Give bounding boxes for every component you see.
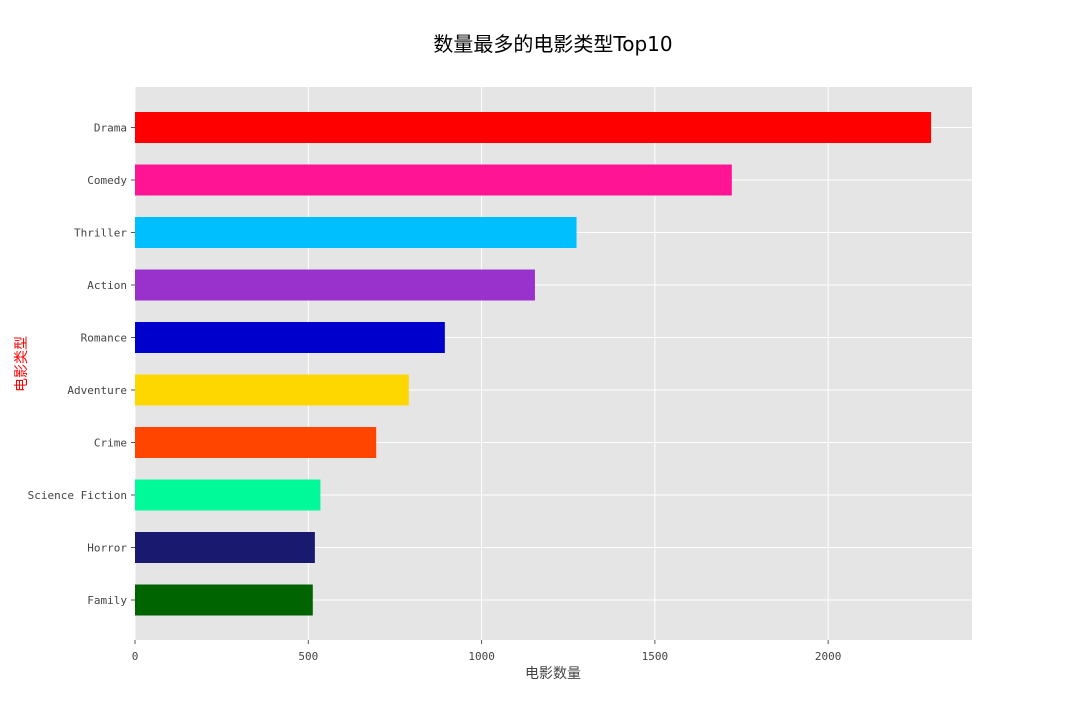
x-axis-label: 电影数量	[525, 666, 581, 682]
bar-comedy	[135, 164, 732, 196]
bar-adventure	[135, 374, 409, 406]
y-tick-label: Horror	[87, 542, 127, 555]
bar-action	[135, 269, 535, 301]
x-tick-label: 500	[298, 650, 318, 663]
bar-crime	[135, 427, 377, 458]
y-tick-label: Family	[87, 594, 127, 607]
bars	[135, 112, 932, 616]
x-tick-label: 1500	[642, 650, 669, 663]
bar-family	[135, 584, 313, 616]
bar-thriller	[135, 217, 577, 248]
bar-drama	[135, 112, 932, 143]
x-tick-label: 1000	[468, 650, 495, 663]
x-tick-label: 2000	[815, 650, 842, 663]
chart-title: 数量最多的电影类型Top10	[433, 32, 672, 56]
y-tick-label: Adventure	[67, 384, 127, 397]
x-tick-label: 0	[132, 650, 139, 663]
y-tick-label: Action	[87, 279, 127, 292]
y-tick-labels: Drama Comedy Thriller Action Romance Adventur…	[28, 122, 135, 607]
bar-romance	[135, 322, 445, 353]
y-tick-label: Comedy	[87, 174, 127, 187]
y-tick-label: Thriller	[74, 227, 127, 240]
y-tick-label: Science Fiction	[28, 489, 127, 502]
x-tick-labels: 0 500 1000 1500 2000	[132, 640, 842, 663]
y-axis-label: 电影类型	[14, 336, 30, 392]
bar-horror	[135, 532, 315, 563]
y-tick-label: Crime	[94, 437, 127, 450]
y-tick-label: Drama	[94, 122, 127, 135]
y-tick-label: Romance	[81, 332, 127, 345]
bar-science-fiction	[135, 479, 321, 511]
